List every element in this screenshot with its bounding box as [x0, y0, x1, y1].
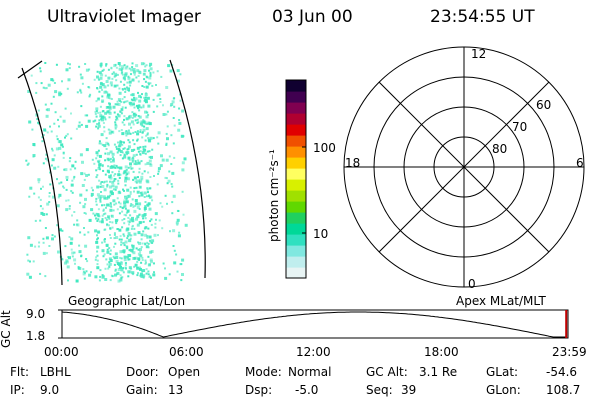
- mlt-label-18: 18: [345, 156, 361, 170]
- door-value: Open: [168, 365, 201, 379]
- mlt-label-6: 6: [576, 156, 584, 170]
- mlt-label-0: 0: [468, 277, 476, 291]
- colorbar-cell: [286, 146, 306, 158]
- date-label: 03 Jun 00: [272, 7, 353, 27]
- mode-label: Mode:: [245, 365, 282, 379]
- door-label: Door:: [126, 365, 159, 379]
- colorbar-scale: [286, 80, 306, 279]
- x-tick-label-1200: 12:00: [296, 345, 331, 359]
- glon-label: GLon:: [486, 383, 521, 397]
- altitude-plot-frame: [61, 309, 569, 339]
- polar-plot-label: Apex MLat/MLT: [456, 294, 546, 308]
- colorbar-cell: [286, 267, 306, 279]
- y-tick-label-top: 9.0: [26, 307, 46, 321]
- altitude-curve: [61, 311, 566, 338]
- app-title: Ultraviolet Imager: [47, 7, 201, 27]
- colorbar-cell: [286, 102, 306, 114]
- colorbar-tick-label-100: 100: [313, 141, 336, 155]
- x-tick-label-0000: 00:00: [44, 345, 79, 359]
- colorbar-cell: [286, 157, 306, 169]
- gain-value: 13: [168, 383, 184, 397]
- colorbar-frame: [285, 79, 307, 279]
- gcalt-label: GC Alt:: [366, 365, 408, 379]
- x-tick-label-0600: 06:00: [169, 345, 204, 359]
- seq-value: 39: [401, 383, 417, 397]
- dsp-label: Dsp:: [245, 383, 273, 397]
- lat-label-70: 70: [512, 120, 528, 134]
- y-tick-label-bottom: 1.8: [26, 329, 46, 343]
- left-boundary-tick: [17, 60, 43, 79]
- seq-label: Seq:: [366, 383, 393, 397]
- lat-label-60: 60: [536, 98, 552, 112]
- glat-value: -54.6: [546, 365, 578, 379]
- colorbar-cell: [286, 80, 306, 92]
- colorbar-cell: [286, 113, 306, 125]
- x-tick-label-1800: 18:00: [424, 345, 459, 359]
- x-tick-label-2359: 23:59: [552, 345, 587, 359]
- colorbar-cell: [286, 135, 306, 147]
- flt-value: LBHL: [40, 365, 71, 379]
- image-panel-label: Geographic Lat/Lon: [68, 294, 186, 308]
- left-boundary-arc: [21, 67, 63, 286]
- colorbar-cell: [286, 91, 306, 103]
- gain-label: Gain:: [126, 383, 158, 397]
- dsp-value: -5.0: [295, 383, 319, 397]
- colorbar-cell: [286, 190, 306, 202]
- glat-label: GLat:: [486, 365, 519, 379]
- altitude-axis-title: GC Alt: [0, 310, 13, 348]
- uv-image-pixels: [25, 62, 188, 283]
- time-label: 23:54:55 UT: [430, 7, 535, 27]
- colorbar-cell: [286, 201, 306, 213]
- colorbar-cell: [286, 124, 306, 136]
- lat-label-80: 80: [492, 142, 508, 156]
- glon-value: 108.7: [546, 383, 581, 397]
- colorbar-cell: [286, 223, 306, 235]
- ip-value: 9.0: [40, 383, 60, 397]
- mlt-label-12: 12: [471, 47, 487, 61]
- gcalt-value: 3.1 Re: [419, 365, 458, 379]
- colorbar-cell: [286, 234, 306, 246]
- flt-label: Flt:: [10, 365, 29, 379]
- colorbar-cell: [286, 212, 306, 224]
- colorbar-tick-label-10: 10: [313, 227, 329, 241]
- colorbar-cell: [286, 245, 306, 257]
- colorbar-cell: [286, 168, 306, 180]
- polar-diagonal-2: [378, 81, 550, 253]
- ip-label: IP:: [10, 383, 25, 397]
- colorbar-cell: [286, 179, 306, 191]
- colorbar-cell: [286, 256, 306, 268]
- right-boundary-arc: [169, 59, 206, 279]
- mode-value: Normal: [288, 365, 332, 379]
